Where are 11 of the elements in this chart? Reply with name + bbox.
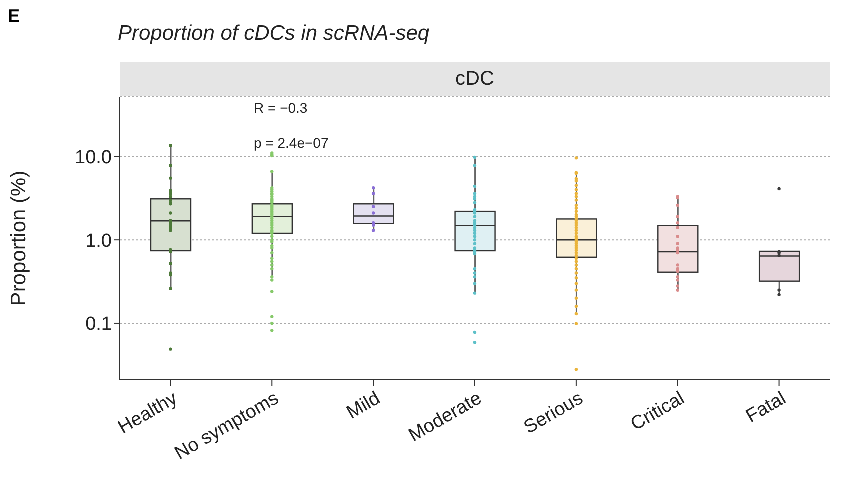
y-tick-label: 10.0 <box>75 147 112 168</box>
chart-subtitle: cDC <box>120 62 830 96</box>
text: E <box>8 6 20 27</box>
annotation: R = −0.3 <box>254 100 308 116</box>
y-tick-label: 0.1 <box>86 314 112 336</box>
y-tick-label: 1.0 <box>86 230 112 252</box>
x-tick-label: Fatal <box>742 388 790 428</box>
annotation: p = 2.4e−07 <box>254 135 329 151</box>
x-tick-label: Mild <box>343 388 384 424</box>
chart-title: Proportion of cDCs in scRNA-seq <box>118 22 430 46</box>
y-axis-title: Proportion (%) <box>7 170 30 306</box>
